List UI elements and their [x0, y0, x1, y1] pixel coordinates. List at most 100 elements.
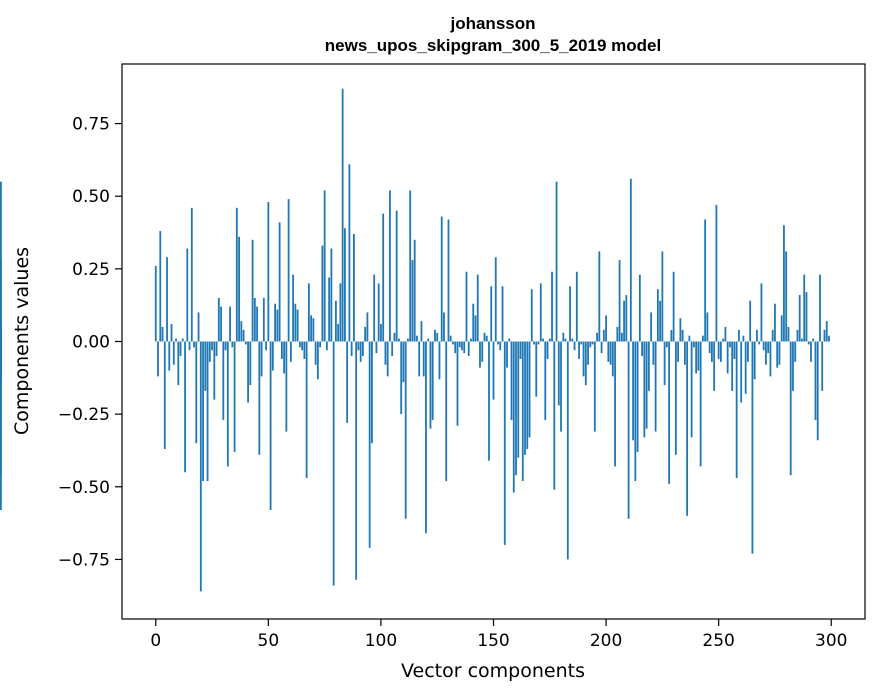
bar [175, 338, 177, 342]
bar [600, 341, 603, 354]
bar [616, 326, 619, 342]
bar [501, 286, 504, 342]
bar [560, 341, 562, 432]
bar [798, 295, 801, 342]
bar [382, 213, 385, 342]
bar [677, 341, 680, 362]
bar [683, 341, 686, 365]
bar [330, 248, 333, 342]
plot-frame [121, 63, 866, 620]
bar [289, 341, 292, 362]
bar [244, 341, 247, 345]
bar [828, 335, 830, 342]
bar [566, 341, 569, 560]
bar [515, 341, 517, 476]
bar [231, 341, 234, 348]
bar [825, 321, 828, 342]
bar [812, 338, 815, 342]
bar [350, 341, 353, 357]
bar [711, 341, 713, 362]
bar [472, 303, 475, 342]
x-axis-ticks: 0 50 100 150 200 250 300 [150, 619, 847, 651]
bar [204, 341, 207, 391]
bar [724, 326, 727, 342]
bar [533, 341, 535, 345]
bar [458, 341, 461, 348]
bar [753, 341, 756, 380]
bar [339, 283, 342, 342]
bar [166, 257, 168, 342]
bar [679, 318, 682, 342]
bar [548, 338, 551, 342]
bar [643, 341, 646, 438]
bar [650, 312, 653, 342]
bar [661, 251, 664, 342]
bar [256, 306, 258, 342]
bar [271, 341, 274, 371]
bar [233, 341, 236, 452]
bar [524, 341, 526, 455]
bar [774, 303, 776, 342]
bar [512, 341, 515, 493]
bar [276, 309, 279, 342]
bar [686, 341, 689, 516]
bar [328, 277, 331, 342]
bar [789, 341, 792, 476]
bar [697, 341, 700, 371]
bar [701, 335, 704, 342]
bar [380, 324, 382, 342]
bar [517, 341, 520, 458]
bar [418, 341, 421, 377]
bar [395, 210, 398, 342]
bar [708, 341, 711, 354]
bar [325, 341, 328, 351]
bar [672, 271, 675, 342]
bar [735, 341, 738, 479]
bar [316, 341, 319, 380]
bar [332, 341, 335, 586]
bar [454, 341, 457, 354]
bar [479, 341, 481, 368]
bar [213, 341, 216, 400]
bar [530, 289, 533, 342]
bar [371, 341, 373, 444]
bar [285, 341, 288, 432]
bar [337, 324, 340, 342]
bar [366, 312, 369, 342]
bar [177, 341, 180, 386]
bar [346, 341, 349, 423]
x-tick-label: 0 [150, 631, 161, 651]
bar [402, 341, 405, 383]
bar [692, 341, 695, 348]
bar [179, 341, 182, 357]
bar [407, 338, 409, 342]
bar [720, 341, 722, 362]
bar [314, 341, 317, 365]
bar [557, 341, 560, 406]
bar [353, 233, 355, 342]
bar [582, 341, 585, 377]
bar [465, 271, 468, 342]
bar [593, 341, 596, 432]
bar [389, 190, 391, 342]
bar [384, 341, 387, 365]
bar [425, 341, 427, 534]
bar [783, 225, 785, 342]
bar [765, 341, 767, 365]
bar [476, 274, 479, 342]
bar [767, 341, 770, 354]
bar [618, 260, 621, 342]
bar [427, 338, 430, 342]
bar [208, 341, 211, 362]
y-tick-label: 0.75 [72, 115, 110, 135]
bar [805, 292, 808, 342]
bar [521, 341, 524, 481]
bar [535, 341, 538, 397]
bar [573, 341, 576, 351]
bar [211, 341, 213, 351]
bar [301, 341, 304, 351]
bar [665, 341, 668, 348]
bar [298, 341, 301, 348]
bar [596, 332, 598, 342]
bar [393, 332, 396, 342]
